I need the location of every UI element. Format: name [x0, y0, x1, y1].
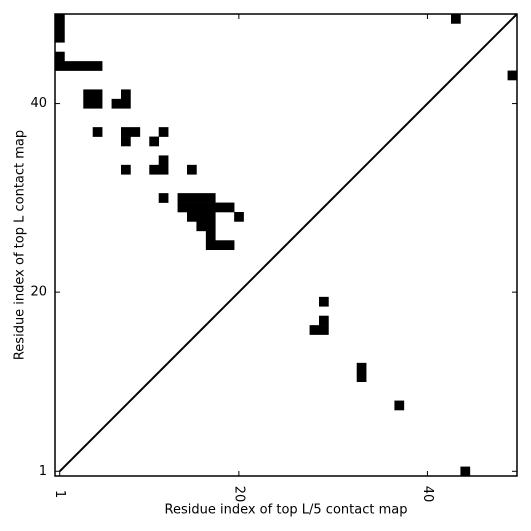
y-axis-label: Residue index of top L contact map [13, 130, 28, 360]
contact-cell [394, 400, 405, 411]
contact-cell [460, 466, 471, 477]
contact-cell [205, 193, 216, 203]
y-tick-label: 20 [30, 285, 47, 300]
contact-cell [234, 212, 244, 222]
contact-cell [121, 136, 131, 147]
x-tick-label: 20 [231, 486, 246, 503]
contact-cell [309, 325, 320, 335]
contact-cell [196, 202, 207, 213]
contact-cell [130, 127, 141, 137]
y-tick-label: 1 [39, 464, 47, 479]
contact-cell [55, 61, 65, 71]
contact-cell [158, 127, 169, 137]
contact-cell [187, 202, 197, 213]
contact-cell [64, 61, 75, 71]
contact-cell [83, 98, 94, 109]
contact-cell [83, 89, 94, 100]
contact-cell [121, 89, 131, 100]
contact-cell [121, 127, 131, 137]
contact-cell [205, 240, 216, 251]
diagonal-line [59, 13, 518, 472]
contact-cell [196, 193, 207, 203]
contact-cell [356, 362, 367, 373]
contact-cell [92, 98, 103, 109]
contact-cell [121, 98, 131, 109]
contact-cell [196, 212, 207, 222]
contact-cell [187, 193, 197, 203]
contact-cell [73, 61, 84, 71]
contact-cell [121, 164, 131, 175]
contact-cell [92, 89, 103, 100]
contact-cell [205, 212, 216, 222]
contact-cell [451, 14, 461, 24]
contact-cell [158, 164, 169, 175]
contact-cell [149, 164, 160, 175]
contact-cell [158, 155, 169, 166]
x-tick-label: 1 [52, 490, 67, 498]
contact-cell [55, 23, 65, 34]
contact-cell [205, 230, 216, 241]
contact-cell [83, 61, 94, 71]
contact-cell [205, 202, 216, 213]
contact-cell [205, 221, 216, 232]
contact-cell [356, 372, 367, 383]
contact-cell [507, 70, 518, 81]
plot-frame [54, 13, 518, 477]
contact-cell [55, 51, 65, 62]
contact-cell [224, 202, 235, 213]
contact-cell [224, 240, 235, 251]
contact-cell [187, 212, 197, 222]
y-tick-label: 40 [30, 96, 47, 111]
contact-cell [111, 98, 122, 109]
contact-cell [196, 221, 207, 232]
contact-cell [177, 193, 188, 203]
contact-cell [187, 164, 197, 175]
contact-cell [158, 193, 169, 203]
contact-cell [92, 61, 103, 71]
contact-cell [215, 240, 226, 251]
contact-cell [215, 202, 226, 213]
contact-cell [92, 127, 103, 137]
x-axis-label: Residue index of top L/5 contact map [165, 503, 408, 518]
contact-cell [319, 315, 329, 326]
contact-cell [149, 136, 160, 147]
contact-cell [55, 32, 65, 43]
x-tick-label: 40 [420, 486, 435, 503]
contact-cell [319, 296, 329, 307]
contact-cell [177, 202, 188, 213]
contact-cell [319, 325, 329, 335]
